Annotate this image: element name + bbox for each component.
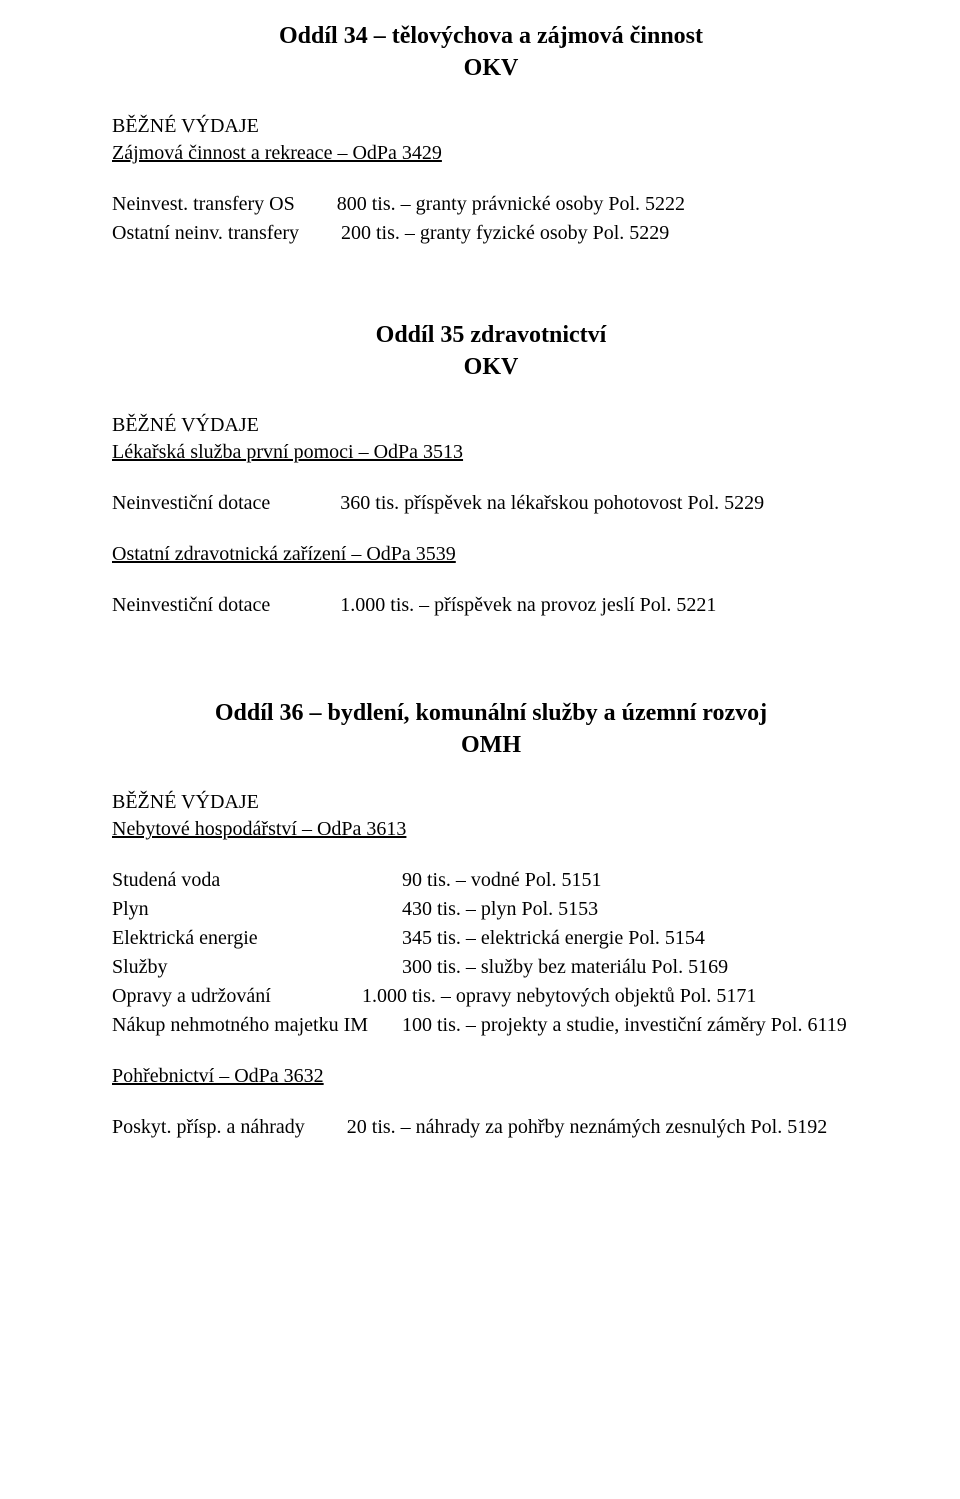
row-value: 1.000 tis. – příspěvek na provoz jeslí P…	[340, 592, 716, 619]
table-row: Plyn 430 tis. – plyn Pol. 5153	[112, 896, 870, 923]
table-row: Opravy a udržování 1.000 tis. – opravy n…	[112, 983, 870, 1010]
row-value: 1.000 tis. – opravy nebytových objektů P…	[362, 983, 870, 1010]
row-value: 800 tis. – granty právnické osoby Pol. 5…	[337, 191, 685, 218]
table-row: Poskyt. přísp. a náhrady 20 tis. – náhra…	[112, 1114, 870, 1141]
section-35-sub: OKV	[112, 351, 870, 383]
row-label: Ostatní neinv. transfery	[112, 220, 299, 247]
section-34-sub: OKV	[112, 52, 870, 84]
row-value: 430 tis. – plyn Pol. 5153	[402, 896, 870, 923]
section-34-title: Oddíl 34 – tělovýchova a zájmová činnost	[112, 20, 870, 52]
section-35-sub2: Ostatní zdravotnická zařízení – OdPa 353…	[112, 541, 870, 568]
section-36-sub2: Pohřebnictví – OdPa 3632	[112, 1063, 870, 1090]
row-label: Elektrická energie	[112, 925, 402, 952]
section-34-caps: BĚŽNÉ VÝDAJE	[112, 113, 870, 140]
row-label: Neinvest. transfery OS	[112, 191, 295, 218]
section-36-sub1: Nebytové hospodářství – OdPa 3613	[112, 816, 870, 843]
table-row: Ostatní neinv. transfery 200 tis. – gran…	[112, 220, 870, 247]
section-35-sub1: Lékařská služba první pomoci – OdPa 3513	[112, 439, 870, 466]
table-row: Neinvestiční dotace 360 tis. příspěvek n…	[112, 490, 870, 517]
section-35-caps: BĚŽNÉ VÝDAJE	[112, 412, 870, 439]
row-label: Služby	[112, 954, 402, 981]
section-34-rows: Neinvest. transfery OS 800 tis. – granty…	[112, 191, 870, 247]
row-label: Plyn	[112, 896, 402, 923]
section-36-rows: Studená voda 90 tis. – vodné Pol. 5151 P…	[112, 867, 870, 1039]
section-35-title: Oddíl 35 zdravotnictví	[112, 319, 870, 351]
section-36-caps: BĚŽNÉ VÝDAJE	[112, 789, 870, 816]
section-36-title: Oddíl 36 – bydlení, komunální služby a ú…	[112, 697, 870, 729]
row-value: 360 tis. příspěvek na lékařskou pohotovo…	[340, 490, 764, 517]
row-label: Nákup nehmotného majetku IM	[112, 1012, 402, 1039]
row-label: Neinvestiční dotace	[112, 592, 270, 619]
table-row: Studená voda 90 tis. – vodné Pol. 5151	[112, 867, 870, 894]
row-value: 300 tis. – služby bez materiálu Pol. 516…	[402, 954, 870, 981]
table-row: Neinvestiční dotace 1.000 tis. – příspěv…	[112, 592, 870, 619]
table-row: Neinvest. transfery OS 800 tis. – granty…	[112, 191, 870, 218]
row-value: 200 tis. – granty fyzické osoby Pol. 522…	[341, 220, 669, 247]
row-value: 345 tis. – elektrická energie Pol. 5154	[402, 925, 870, 952]
section-34-subheading: Zájmová činnost a rekreace – OdPa 3429	[112, 140, 870, 167]
table-row: Služby 300 tis. – služby bez materiálu P…	[112, 954, 870, 981]
row-label: Poskyt. přísp. a náhrady	[112, 1114, 305, 1141]
row-value: 20 tis. – náhrady za pohřby neznámých ze…	[347, 1114, 827, 1141]
row-label: Studená voda	[112, 867, 402, 894]
section-36-sub: OMH	[112, 729, 870, 761]
row-value: 100 tis. – projekty a studie, investiční…	[402, 1012, 870, 1039]
row-value: 90 tis. – vodné Pol. 5151	[402, 867, 870, 894]
row-label: Opravy a udržování	[112, 983, 402, 1010]
table-row: Nákup nehmotného majetku IM 100 tis. – p…	[112, 1012, 870, 1039]
table-row: Elektrická energie 345 tis. – elektrická…	[112, 925, 870, 952]
row-label: Neinvestiční dotace	[112, 490, 270, 517]
